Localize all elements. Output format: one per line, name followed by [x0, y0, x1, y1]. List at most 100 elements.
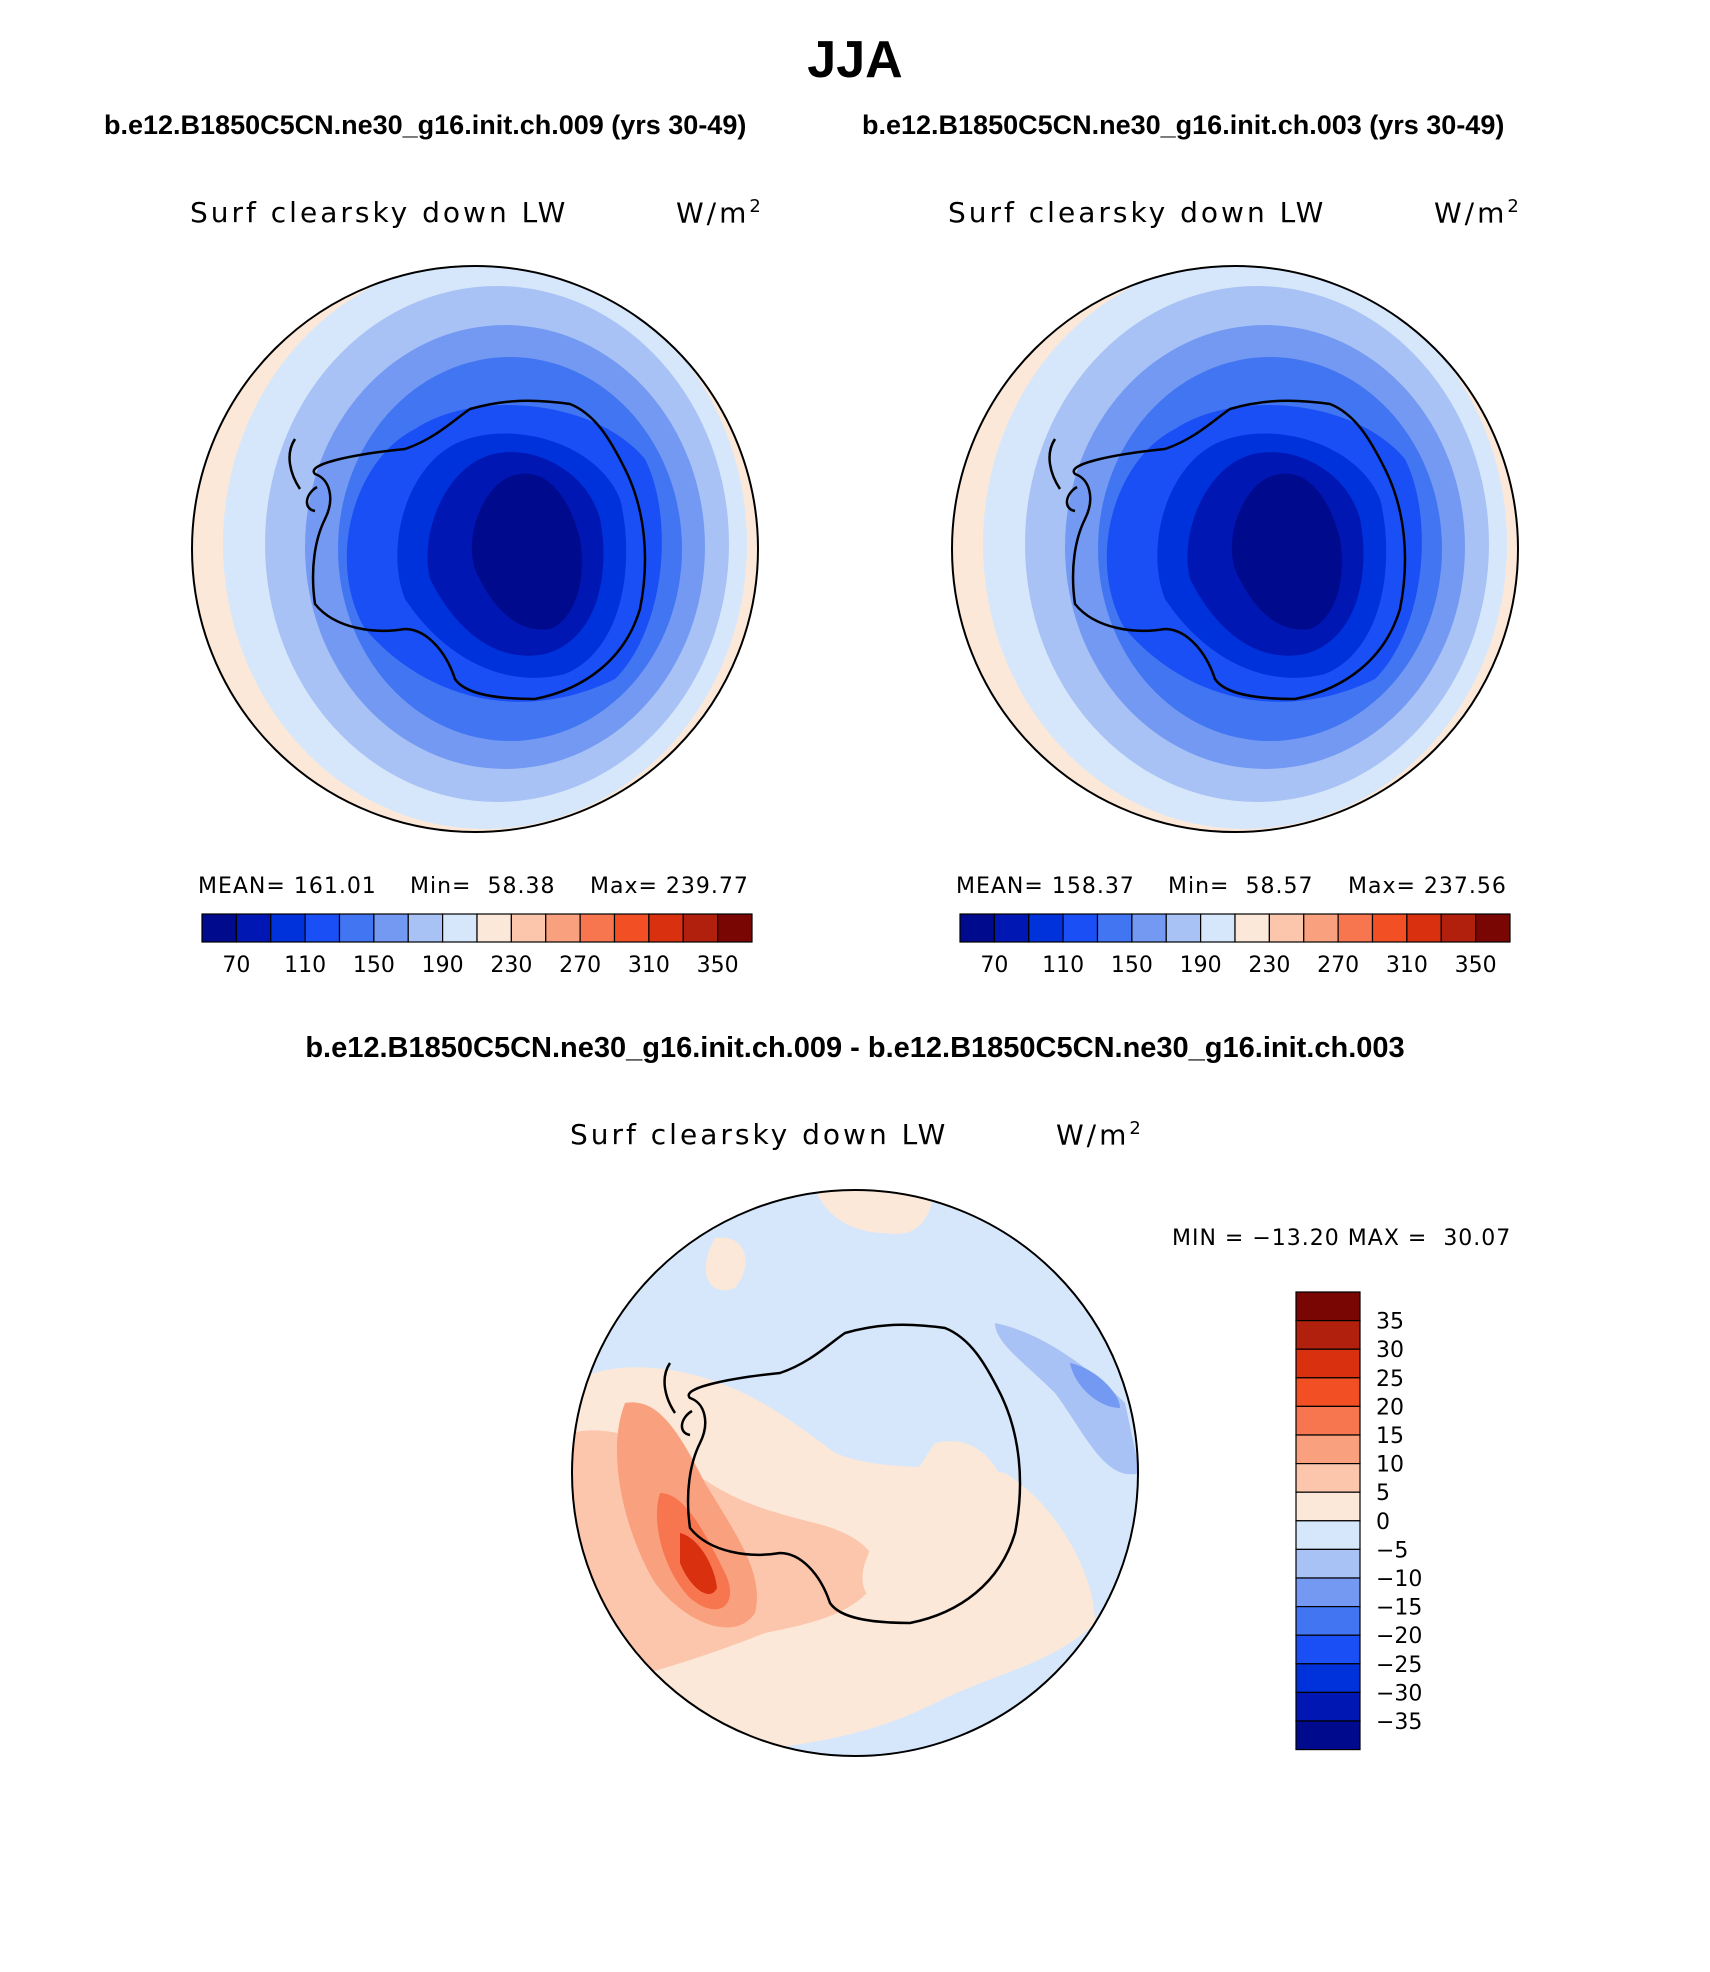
colorbar-swatch	[579, 913, 616, 943]
colorbar-swatch	[1406, 913, 1442, 943]
colorbar-swatch	[510, 913, 547, 943]
colorbar-tick-label: 0	[1376, 1510, 1390, 1535]
panel1-min: Min= 58.38	[410, 874, 556, 899]
colorbar-swatch	[1295, 1720, 1361, 1751]
panel1-variable-label: Surf clearsky down LW	[190, 196, 569, 229]
panel1-mean: MEAN= 161.01	[198, 874, 377, 899]
colorbar-tick-label: 20	[1376, 1395, 1404, 1420]
colorbar-tick-label: 350	[1455, 953, 1497, 978]
colorbar-tick-label: 35	[1376, 1310, 1404, 1335]
colorbar-tick-label: 150	[353, 953, 395, 978]
colorbar-tick-label: 110	[284, 953, 326, 978]
diff-units-label: W/m2	[1056, 1118, 1144, 1152]
colorbar-tick-label: 15	[1376, 1424, 1404, 1449]
colorbar-tick-label: −30	[1376, 1681, 1422, 1706]
colorbar-swatch	[1295, 1291, 1361, 1322]
colorbar-tick-label: 70	[980, 953, 1008, 978]
colorbar-tick-label: 230	[1248, 953, 1290, 978]
colorbar-swatch	[1295, 1606, 1361, 1636]
colorbar-swatch	[373, 913, 409, 943]
diff-variable-label: Surf clearsky down LW	[570, 1118, 949, 1151]
colorbar-swatch	[545, 913, 581, 943]
colorbar-tick-label: 270	[1317, 953, 1359, 978]
colorbar-swatch	[1295, 1634, 1361, 1665]
colorbar-tick-label: 190	[1180, 953, 1222, 978]
colorbar-swatch	[1440, 913, 1477, 943]
colorbar-tick-label: −15	[1376, 1596, 1422, 1621]
colorbar-swatch	[1295, 1463, 1361, 1493]
difference-colorbar: 35 30 25 20 15 10 5 0 −5 −10 −15 −20 −25 −30 −35	[1295, 1291, 1422, 1751]
colorbar-swatch	[270, 913, 306, 943]
colorbar-swatch	[648, 913, 684, 943]
colorbar-swatch	[1295, 1405, 1361, 1436]
colorbar-swatch	[1303, 913, 1339, 943]
colorbar-tick-label: 350	[697, 953, 739, 978]
colorbar-swatch	[1028, 913, 1064, 943]
colorbar-tick-label: −5	[1376, 1538, 1408, 1563]
colorbar-swatch	[407, 913, 444, 943]
colorbar-tick-label: 10	[1376, 1453, 1404, 1478]
colorbar-swatch	[304, 913, 341, 943]
colorbar-swatch	[1295, 1377, 1361, 1408]
colorbar-tick-label: 310	[1386, 953, 1428, 978]
colorbar-swatch	[717, 913, 753, 943]
colorbar-tick-label: 30	[1376, 1338, 1404, 1363]
colorbar-tick-label: 230	[490, 953, 532, 978]
panel2-max: Max= 237.56	[1348, 874, 1507, 899]
case-b-title: b.e12.B1850C5CN.ne30_g16.init.ch.003 (yr…	[862, 110, 1505, 140]
diff-min-max: MIN = −13.20 MAX = 30.07	[1172, 1226, 1512, 1251]
colorbar-swatch	[1475, 913, 1511, 943]
colorbar-swatch	[1295, 1520, 1361, 1551]
colorbar-swatch	[338, 913, 375, 943]
colorbar-swatch	[1295, 1691, 1361, 1722]
colorbar-tick-label: 150	[1111, 953, 1153, 978]
case-a-title: b.e12.B1850C5CN.ne30_g16.init.ch.009 (yr…	[104, 110, 747, 140]
colorbar-tick-label: 25	[1376, 1367, 1404, 1392]
panel2-min: Min= 58.57	[1168, 874, 1314, 899]
colorbar-swatch	[201, 913, 237, 943]
panel2-units-label: W/m2	[1434, 196, 1522, 230]
colorbar-tick-label: −35	[1376, 1710, 1422, 1735]
colorbar-swatch	[1295, 1577, 1361, 1608]
colorbar-swatch	[1295, 1434, 1361, 1465]
colorbar-swatch	[1337, 913, 1374, 943]
colorbar-tick-label: −25	[1376, 1653, 1422, 1678]
colorbar-swatch	[959, 913, 995, 943]
colorbar-tick-label: −10	[1376, 1567, 1422, 1592]
colorbar-swatch	[993, 913, 1030, 943]
panel1-map	[191, 265, 759, 833]
colorbar-tick-label: −20	[1376, 1624, 1422, 1649]
colorbar-swatch	[1371, 913, 1408, 943]
panel1-colorbar: 70 110 150 190 230 270 310 350	[201, 913, 753, 978]
colorbar-swatch	[442, 913, 478, 943]
colorbar-tick-label: 110	[1042, 953, 1084, 978]
colorbar-swatch	[1295, 1663, 1361, 1693]
colorbar-swatch	[1295, 1320, 1361, 1350]
panel1-units-label: W/m2	[676, 196, 764, 230]
colorbar-swatch	[1165, 913, 1202, 943]
colorbar-tick-label: 70	[222, 953, 250, 978]
panel2-colorbar: 70 110 150 190 230 270 310 350	[959, 913, 1511, 978]
colorbar-swatch	[1200, 913, 1236, 943]
colorbar-swatch	[1268, 913, 1305, 943]
colorbar-swatch	[476, 913, 512, 943]
colorbar-swatch	[682, 913, 719, 943]
difference-title: b.e12.B1850C5CN.ne30_g16.init.ch.009 - b…	[305, 1032, 1405, 1064]
colorbar-tick-label: 310	[628, 953, 670, 978]
page-title: JJA	[807, 31, 903, 89]
difference-map	[571, 1189, 1139, 1757]
panel2-map	[951, 265, 1519, 833]
colorbar-tick-label: 270	[559, 953, 601, 978]
colorbar-tick-label: 190	[422, 953, 464, 978]
colorbar-swatch	[1234, 913, 1270, 943]
colorbar-swatch	[1131, 913, 1167, 943]
colorbar-swatch	[1295, 1548, 1361, 1579]
colorbar-tick-label: 5	[1376, 1481, 1390, 1506]
colorbar-swatch	[1062, 913, 1099, 943]
panel2-mean: MEAN= 158.37	[956, 874, 1135, 899]
colorbar-swatch	[613, 913, 650, 943]
colorbar-swatch	[1295, 1348, 1361, 1379]
colorbar-swatch	[235, 913, 272, 943]
colorbar-swatch	[1096, 913, 1133, 943]
panel2-variable-label: Surf clearsky down LW	[948, 196, 1327, 229]
